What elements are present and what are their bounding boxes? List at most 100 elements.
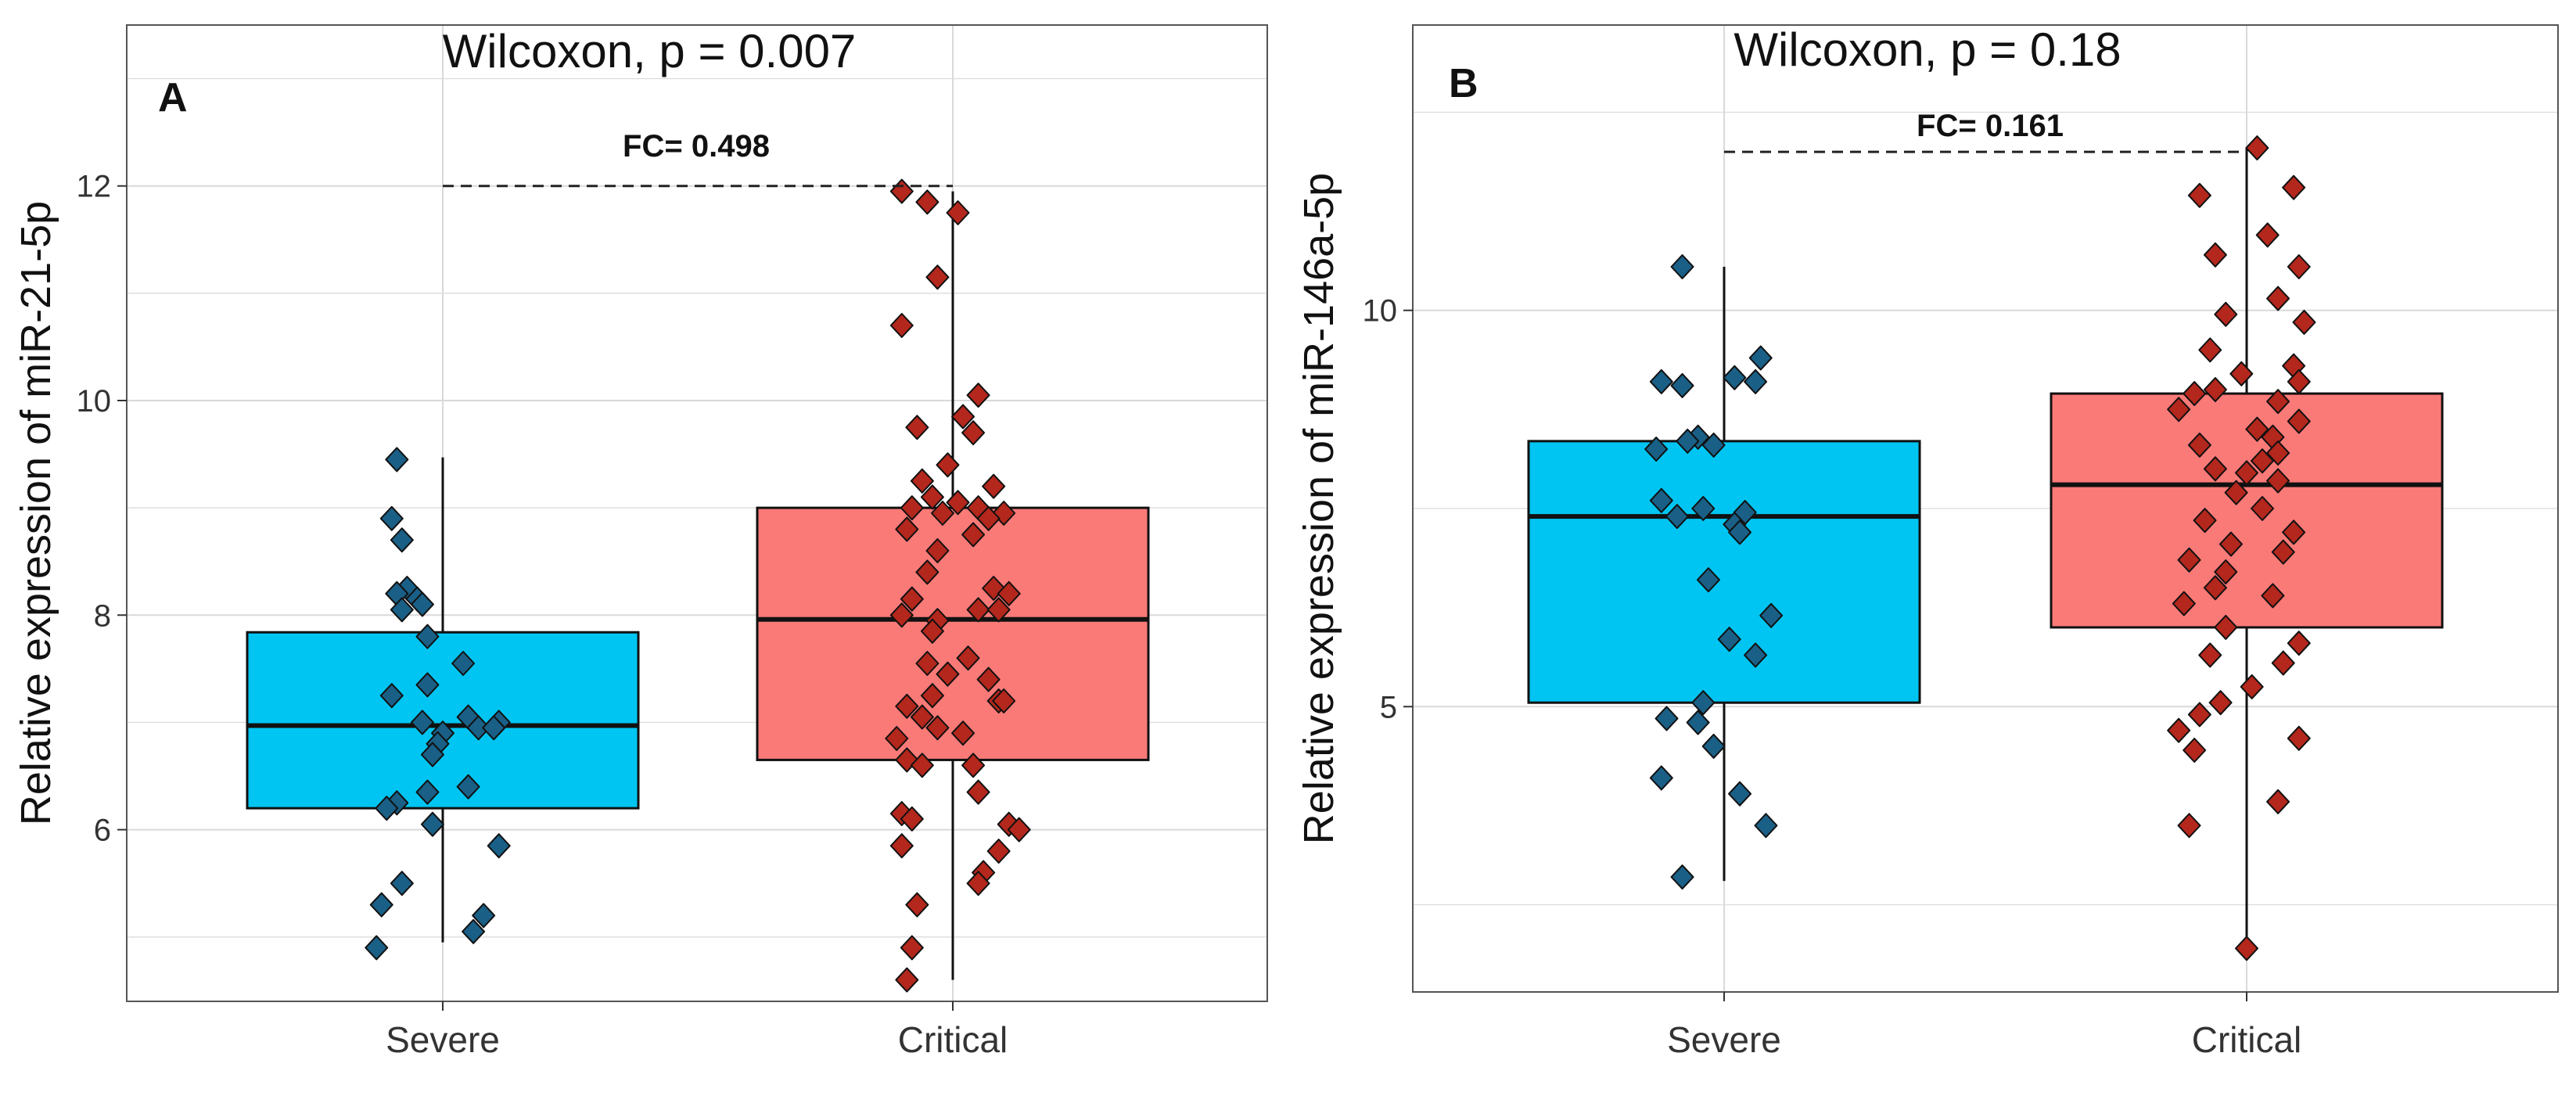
point-critical [925, 538, 950, 563]
x-tick-label-critical: Critical [2192, 1019, 2302, 1060]
point-critical [2266, 389, 2290, 415]
point-critical [961, 522, 986, 548]
tick-layer: 5 10 Severe Critical [1363, 294, 2302, 1060]
point-critical [966, 871, 990, 897]
point-critical [925, 715, 950, 741]
point-critical [900, 586, 924, 612]
point-critical [966, 383, 990, 408]
point-critical [2203, 456, 2227, 482]
point-critical [2287, 725, 2311, 751]
point-severe [1649, 487, 1673, 513]
point-critical [905, 892, 929, 918]
x-tick-label-severe: Severe [1667, 1019, 1781, 1060]
point-severe [1728, 781, 1752, 807]
point-severe [1644, 437, 1669, 462]
point-severe [1723, 365, 1747, 390]
box-severe [246, 631, 640, 810]
point-critical [915, 651, 940, 676]
point-critical [2203, 377, 2227, 403]
point-severe [390, 871, 414, 897]
point-severe [451, 651, 476, 676]
x-tick-label-critical: Critical [898, 1019, 1008, 1060]
y-tick-label: 8 [94, 598, 111, 633]
point-critical [997, 580, 1021, 606]
point-severe [1676, 428, 1700, 454]
point-critical [986, 839, 1011, 864]
point-severe [1654, 706, 1679, 731]
point-severe [390, 597, 414, 623]
point-critical [2292, 309, 2316, 335]
point-critical [2266, 789, 2290, 814]
point-severe [1728, 519, 1752, 545]
point-critical [936, 452, 960, 478]
plot-frame [1412, 24, 2559, 993]
point-severe [1691, 496, 1716, 521]
point-critical [2187, 702, 2211, 728]
point-critical [889, 602, 914, 628]
point-critical [895, 967, 919, 993]
point-critical [2245, 135, 2269, 161]
point-critical [889, 178, 914, 204]
point-critical [2240, 674, 2264, 699]
panel-b: 5 10 Severe Critical B Wilcoxon, p = 0.18 F… [1288, 0, 2576, 1092]
point-severe [1665, 504, 1689, 530]
point-critical [895, 747, 919, 773]
point-severe [1717, 627, 1741, 652]
point-severe [482, 715, 506, 741]
point-critical [966, 779, 990, 805]
point-critical [2187, 182, 2211, 208]
point-severe [1649, 765, 1673, 791]
point-critical [2251, 448, 2275, 474]
box-layer [246, 191, 1150, 980]
axes-layer [1412, 24, 2559, 993]
point-severe [1691, 690, 1716, 716]
y-tick-label: 6 [94, 814, 111, 848]
point-severe [415, 779, 440, 805]
point-critical [2214, 559, 2238, 585]
point-severe [420, 811, 444, 837]
point-critical [2287, 254, 2311, 279]
point-critical [915, 189, 940, 215]
point-severe [1759, 602, 1784, 628]
point-critical [986, 597, 1011, 623]
panel-letter: B [1449, 61, 1478, 106]
point-critical [2214, 614, 2238, 640]
x-tick-label-severe: Severe [386, 1019, 500, 1060]
point-critical [2198, 337, 2222, 363]
point-critical [2219, 531, 2243, 557]
point-critical [920, 484, 944, 510]
point-critical [2198, 642, 2222, 668]
point-critical [915, 559, 940, 585]
point-severe [410, 591, 434, 617]
point-critical [2255, 222, 2280, 248]
point-critical [1007, 817, 1031, 843]
point-severe [1748, 345, 1773, 371]
point-critical [2183, 738, 2207, 763]
point-critical [2261, 583, 2285, 609]
point-severe [379, 683, 404, 709]
fold-change-label: FC= 0.498 [623, 129, 770, 164]
point-critical [900, 935, 924, 961]
point-critical [910, 468, 934, 494]
point-critical [889, 313, 914, 338]
point-severe [415, 623, 440, 649]
point-critical [992, 688, 1016, 713]
box-critical [2050, 392, 2444, 629]
point-critical [2167, 397, 2191, 422]
point-severe [1696, 567, 1720, 593]
point-critical [900, 495, 924, 521]
point-severe [375, 796, 399, 821]
point-severe [420, 742, 444, 767]
points-layer [365, 178, 1031, 993]
point-critical [2282, 174, 2306, 200]
point-critical [2235, 936, 2258, 961]
fold-change-label: FC= 0.161 [1917, 109, 2064, 143]
point-critical [2203, 242, 2227, 268]
point-critical [2224, 480, 2248, 505]
point-critical [2251, 496, 2275, 521]
box-severe [1527, 440, 1921, 704]
y-tick-label: 10 [1363, 294, 1398, 329]
fold-change-value: 0.498 [692, 129, 770, 164]
point-severe [415, 672, 440, 698]
